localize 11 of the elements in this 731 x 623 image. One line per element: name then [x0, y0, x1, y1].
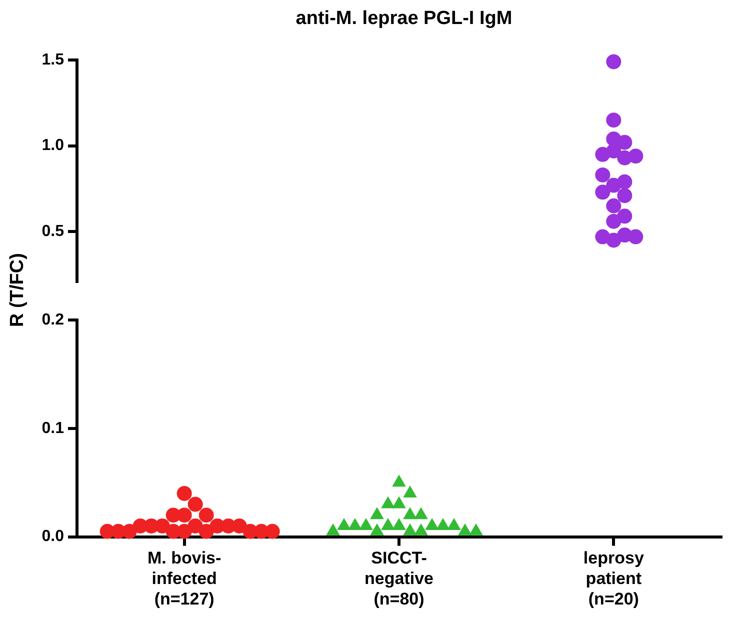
y-tick-label: 1.0 — [42, 137, 64, 154]
chart-title: anti-M. leprae PGL-I IgM — [294, 8, 514, 30]
y-tick-label: 0.1 — [42, 420, 64, 437]
y-axis-title: R (T/FC) — [7, 253, 29, 327]
y-tick-label: 0.5 — [42, 223, 64, 240]
x-tick-label: leprosy patient (n=20) — [583, 548, 644, 608]
y-tick-label: 0.0 — [42, 528, 64, 546]
y-tick-label: 1.5 — [42, 51, 64, 68]
x-tick-label: M. bovis- infected (n=127) — [147, 548, 222, 608]
x-tick-label: SICCT- negative (n=80) — [364, 548, 434, 608]
y-tick-label: 0.2 — [42, 311, 64, 328]
